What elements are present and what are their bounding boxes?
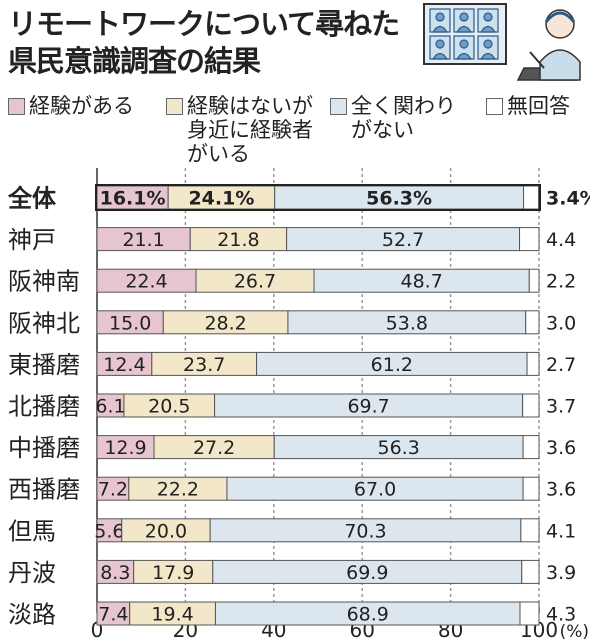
bar-10-3 [519, 601, 540, 626]
value-label-9-1: 17.9 [152, 562, 194, 584]
value-label-5-1: 20.5 [148, 396, 190, 418]
category-label-7: 西播磨 [8, 476, 80, 504]
legend-label-no-relation-line-1: 全く関わり [351, 94, 456, 118]
category-label-10: 淡路 [8, 601, 56, 629]
value-label-6-0: 12.9 [104, 437, 146, 459]
bar-3-3 [525, 310, 540, 335]
value-label-4-2: 61.2 [371, 354, 413, 376]
value-label-2-2: 48.7 [400, 271, 442, 293]
legend-label-acquaintance-line-2: 身近に経験者 [187, 118, 313, 142]
value-label-0-3: 3.4% [546, 188, 590, 210]
value-label-7-0: 7.2 [98, 479, 128, 501]
value-label-1-1: 21.8 [217, 229, 259, 251]
legend-label-acquaintance-line-1: 経験はないが [187, 94, 313, 118]
category-label-0: 全体 [7, 185, 57, 213]
legend-swatch-no-relation [330, 98, 347, 115]
value-label-9-2: 69.9 [346, 562, 388, 584]
value-label-2-3: 2.2 [546, 271, 576, 293]
bar-5-3 [522, 393, 540, 418]
bar-8-3 [520, 518, 540, 543]
legend-label-acquaintance-line-3: がいる [187, 142, 250, 166]
legend-label-acquaintance: 経験はないが 身近に経験者 がいる [187, 94, 313, 166]
value-label-7-3: 3.6 [546, 479, 576, 501]
value-label-10-2: 68.9 [347, 604, 389, 626]
bar-1-3 [519, 227, 540, 252]
value-label-6-1: 27.2 [193, 437, 235, 459]
value-label-8-1: 20.0 [145, 520, 187, 542]
bar-7-3 [522, 476, 540, 501]
value-label-10-1: 19.4 [151, 604, 193, 626]
value-label-5-2: 69.7 [347, 396, 389, 418]
value-label-1-0: 21.1 [122, 229, 164, 251]
legend: 経験がある 経験はないが 身近に経験者 がいる 全く関わり がない 無回答 [8, 94, 588, 166]
value-label-2-1: 26.7 [234, 271, 276, 293]
value-label-9-3: 3.9 [546, 562, 576, 584]
bar-9-3 [521, 559, 540, 584]
value-label-1-3: 4.4 [546, 229, 576, 251]
value-label-3-1: 28.2 [204, 312, 246, 334]
value-label-0-1: 24.1% [188, 188, 254, 210]
value-label-6-2: 56.3 [378, 437, 420, 459]
category-label-8: 但馬 [8, 517, 56, 545]
value-label-3-3: 3.0 [546, 312, 576, 334]
value-label-10-0: 7.4 [98, 604, 128, 626]
value-label-8-2: 70.3 [344, 520, 386, 542]
value-label-3-2: 53.8 [386, 312, 428, 334]
remote-work-illustration [423, 3, 581, 81]
x-axis-unit: (%) [560, 622, 589, 640]
category-label-3: 阪神北 [8, 309, 80, 337]
legend-swatch-acquaintance [166, 98, 183, 115]
value-label-4-3: 2.7 [546, 354, 576, 376]
value-label-4-0: 12.4 [103, 354, 145, 376]
chart-title-line-1: リモートワークについて尋ねた [8, 7, 400, 41]
legend-label-no-relation-line-2: がない [351, 118, 414, 142]
bar-0-3 [523, 185, 540, 210]
value-label-9-0: 8.3 [100, 562, 130, 584]
value-label-8-0: 5.6 [94, 520, 124, 542]
value-label-5-3: 3.7 [546, 396, 576, 418]
category-label-6: 中播磨 [8, 434, 80, 462]
category-label-1: 神戸 [8, 226, 56, 254]
legend-label-experienced: 経験がある [29, 94, 134, 118]
legend-swatch-no-answer [486, 98, 503, 115]
chart-title-line-2: 県民意識調査の結果 [8, 44, 261, 78]
legend-label-no-relation: 全く関わり がない [351, 94, 456, 142]
value-label-2-0: 22.4 [125, 271, 167, 293]
value-label-4-1: 23.7 [183, 354, 225, 376]
bar-4-3 [526, 351, 540, 376]
value-label-0-2: 56.3% [366, 188, 432, 210]
category-label-9: 丹波 [8, 559, 56, 587]
video-call-participants-icon [429, 8, 499, 60]
legend-label-no-answer: 無回答 [507, 94, 570, 118]
bar-2-3 [528, 268, 540, 293]
value-label-7-2: 67.0 [354, 479, 396, 501]
value-label-6-3: 3.6 [546, 437, 576, 459]
bar-6-3 [522, 435, 540, 460]
value-label-0-0: 16.1% [100, 188, 166, 210]
chart-title: リモートワークについて尋ねた 県民意識調査の結果 [8, 6, 408, 80]
value-label-7-1: 22.2 [157, 479, 199, 501]
total-bar-outline [95, 184, 541, 211]
value-label-5-0: 6.1 [95, 396, 125, 418]
category-label-5: 北播磨 [8, 393, 80, 421]
value-label-10-3: 4.3 [546, 604, 576, 626]
legend-swatch-experienced [8, 98, 25, 115]
value-label-1-2: 52.7 [382, 229, 424, 251]
person-with-headset-icon [516, 9, 581, 81]
value-label-3-0: 15.0 [109, 312, 151, 334]
category-label-4: 東播磨 [8, 351, 80, 379]
value-label-8-3: 4.1 [546, 520, 576, 542]
category-label-2: 阪神南 [8, 268, 80, 296]
